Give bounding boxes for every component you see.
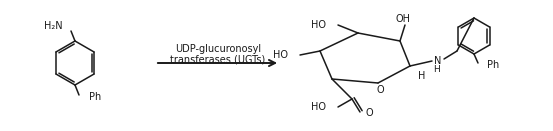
Text: OH: OH xyxy=(395,14,410,24)
Text: H: H xyxy=(418,71,425,81)
Text: O: O xyxy=(376,85,384,95)
Text: O: O xyxy=(365,108,373,118)
Text: Ph: Ph xyxy=(487,60,499,70)
Text: N: N xyxy=(434,56,442,66)
Text: H: H xyxy=(432,64,440,73)
Text: HO: HO xyxy=(273,50,288,60)
Text: UDP-glucuronosyl: UDP-glucuronosyl xyxy=(175,44,261,54)
Text: H₂N: H₂N xyxy=(44,21,63,31)
Text: HO: HO xyxy=(311,102,326,112)
Text: transferases (UGTs): transferases (UGTs) xyxy=(170,55,265,65)
Text: HO: HO xyxy=(311,20,326,30)
Text: Ph: Ph xyxy=(89,92,101,102)
